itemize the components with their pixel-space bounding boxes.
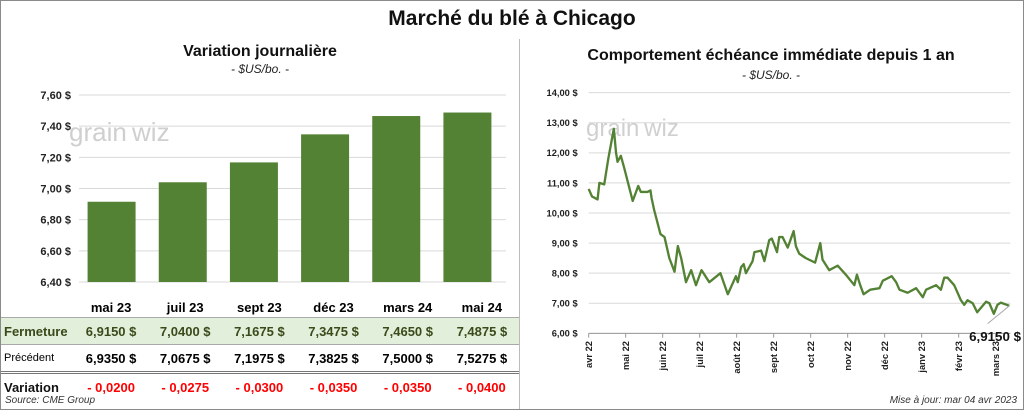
x-tick-label: oct 22	[806, 341, 816, 368]
row-fermeture: Fermeture 6,9150 $7,0400 $7,1675 $7,3475 …	[1, 317, 519, 345]
line-chart: 6,00 $ 7,00 $ 8,00 $ 9,00 $ 10,00 $ 11,00 $ 12…	[547, 88, 1022, 376]
table-cell: 7,5000 $	[370, 344, 445, 374]
y-tick-label: 6,40 $	[40, 277, 71, 289]
column-header: sept 23	[236, 299, 282, 315]
y-tick-label: 7,00 $	[552, 299, 579, 309]
line-chart-unit: - $US/bo. -	[741, 68, 801, 82]
table-cell: 7,0400 $	[148, 317, 223, 345]
table-cell: - 0,0200	[87, 379, 135, 395]
main-title: Marché du blé à Chicago	[388, 7, 636, 30]
bar-chart-unit: - $US/bo. -	[230, 62, 290, 76]
bar	[158, 182, 207, 282]
table-cell: 6,9350 $	[74, 344, 149, 374]
x-tick-label: nov 22	[843, 341, 853, 371]
x-tick-label: août 22	[732, 341, 742, 374]
column-header: mai 23	[90, 299, 132, 315]
table-cell: 7,5275 $	[444, 344, 519, 374]
x-tick-label: juil 22	[695, 341, 705, 368]
y-tick-label: 6,80 $	[40, 215, 71, 227]
column-header: mars 24	[383, 299, 433, 315]
table-cell: - 0,0400	[458, 379, 506, 395]
table-header-row: mai 23 juil 23 sept 23 déc 23 mars 24 mai 24	[1, 297, 519, 318]
table-cell: 7,3825 $	[296, 344, 371, 374]
y-tick-label: 7,00 $	[40, 184, 71, 196]
y-tick-label: 7,60 $	[40, 90, 71, 102]
bar-chart: 6,40 $ 6,60 $ 6,80 $ 7,00 $ 7,20 $ 7,40 $ 7,60…	[40, 90, 506, 289]
table-cell: - 0,0350	[383, 379, 432, 395]
x-tick-label: janv 23	[917, 341, 927, 374]
bar	[87, 201, 136, 282]
grainwiz-logo: grain wiz	[586, 115, 679, 142]
last-value-label: 6,9150 $	[969, 329, 1021, 344]
x-tick-label: mai 22	[621, 341, 631, 370]
table-cell: 7,1675 $	[222, 317, 297, 345]
bar-chart-title: Variation journalière	[183, 43, 337, 60]
x-tick-label: juin 22	[658, 341, 668, 372]
bar	[372, 116, 421, 282]
table-cell: 7,1975 $	[222, 344, 297, 374]
y-tick-label: 7,20 $	[40, 152, 71, 164]
y-tick-label: 6,00 $	[552, 329, 579, 339]
row-label: Fermeture	[1, 317, 74, 345]
price-table: mai 23 juil 23 sept 23 déc 23 mars 24 mai 24 …	[1, 297, 519, 400]
bar	[229, 162, 278, 282]
y-tick-label: 10,00 $	[547, 208, 579, 218]
bar	[443, 112, 492, 282]
table-cell: 7,3475 $	[296, 317, 371, 345]
table-cell: 7,4650 $	[370, 317, 445, 345]
row-variation: Variation - 0,0200 - 0,0275 - 0,0300 - 0,035…	[1, 373, 519, 401]
y-tick-label: 7,40 $	[40, 121, 71, 133]
grainwiz-logo: grain wiz	[69, 117, 170, 147]
table-cell: - 0,0300	[235, 379, 284, 395]
table-cell: 7,4875 $	[444, 317, 519, 345]
table-cell: - 0,0350	[309, 379, 358, 395]
row-label: Variation	[4, 379, 59, 395]
y-tick-label: 8,00 $	[552, 269, 579, 279]
y-tick-label: 11,00 $	[547, 178, 578, 188]
line-chart-title: Comportement échéance immédiate depuis 1…	[587, 47, 955, 64]
x-tick-label: avr 22	[584, 341, 594, 368]
x-tick-label: févr 23	[954, 341, 964, 371]
table-cell: 6,9150 $	[74, 317, 149, 345]
y-tick-label: 13,00 $	[547, 118, 579, 128]
x-tick-label: mars 23	[991, 341, 1001, 376]
source-note: Source: CME Group	[5, 395, 96, 406]
column-header: mai 24	[461, 299, 503, 315]
column-header: juil 23	[166, 299, 204, 315]
price-line	[587, 127, 1010, 315]
column-header: déc 23	[313, 299, 354, 315]
table-cell: 7,0675 $	[148, 344, 223, 374]
update-note: Mise à jour: mar 04 avr 2023	[889, 395, 1017, 406]
row-precedent: Précédent 6,9350 $7,0675 $7,1975 $7,3825 …	[1, 344, 519, 374]
y-tick-label: 12,00 $	[547, 148, 579, 158]
y-tick-label: 14,00 $	[547, 88, 579, 98]
x-tick-label: déc 22	[880, 341, 890, 370]
x-tick-label: sept 22	[769, 341, 779, 373]
bar	[301, 134, 350, 282]
y-tick-label: 6,60 $	[40, 246, 71, 258]
row-label: Précédent	[1, 344, 74, 374]
annotation-leader	[987, 305, 1010, 325]
table-cell: - 0,0275	[161, 379, 210, 395]
panel-divider	[519, 39, 520, 409]
y-tick-label: 9,00 $	[552, 238, 579, 248]
